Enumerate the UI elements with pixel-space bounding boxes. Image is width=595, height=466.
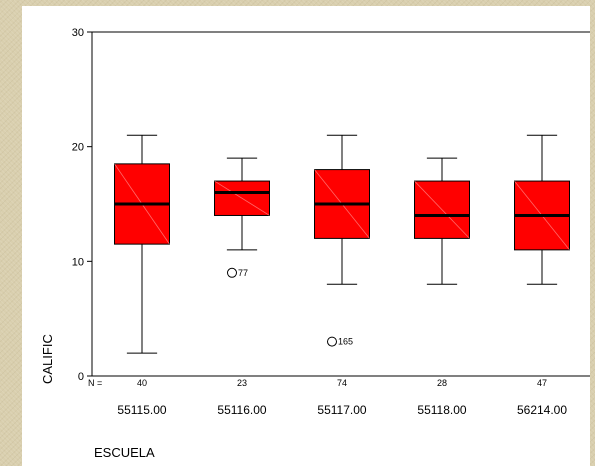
x-category-label: 55116.00 (217, 403, 266, 417)
n-count-label: 74 (337, 378, 347, 388)
outlier-label: 77 (238, 268, 248, 278)
x-category-label: 55118.00 (417, 403, 466, 417)
x-category-label: 55117.00 (317, 403, 366, 417)
outlier-point (327, 336, 337, 347)
y-axis-title: CALIFIC (40, 334, 55, 384)
outlier-label: 165 (338, 337, 353, 347)
box-group: 77 (214, 157, 270, 278)
x-category-label: 55115.00 (117, 403, 166, 417)
y-tick-label: 30 (72, 27, 84, 39)
box-group (514, 134, 570, 285)
box-group: 165 (314, 134, 370, 347)
box-group (114, 134, 170, 354)
n-count-label: 40 (137, 378, 147, 388)
box-group (414, 157, 470, 285)
chart-panel: CALIFIC ESCUELA N = 0 10 20 30 40 55115.00 77 2… (22, 6, 590, 466)
y-tick-label: 0 (78, 371, 84, 383)
box-sheen (414, 180, 470, 239)
n-count-label: 28 (437, 378, 447, 388)
boxplot-chart: CALIFIC ESCUELA N = 0 10 20 30 40 55115.00 77 2… (40, 27, 590, 460)
n-count-label: 47 (537, 378, 547, 388)
x-axis-title: ESCUELA (94, 445, 155, 460)
n-count-label: 23 (237, 378, 247, 388)
x-category-label: 56214.00 (517, 403, 567, 417)
y-tick-label: 20 (72, 142, 84, 154)
n-prefix-label: N = (88, 378, 102, 388)
y-tick-label: 10 (72, 256, 84, 268)
box-sheen (214, 180, 270, 216)
plot-frame (91, 31, 590, 377)
outlier-point (227, 267, 237, 278)
